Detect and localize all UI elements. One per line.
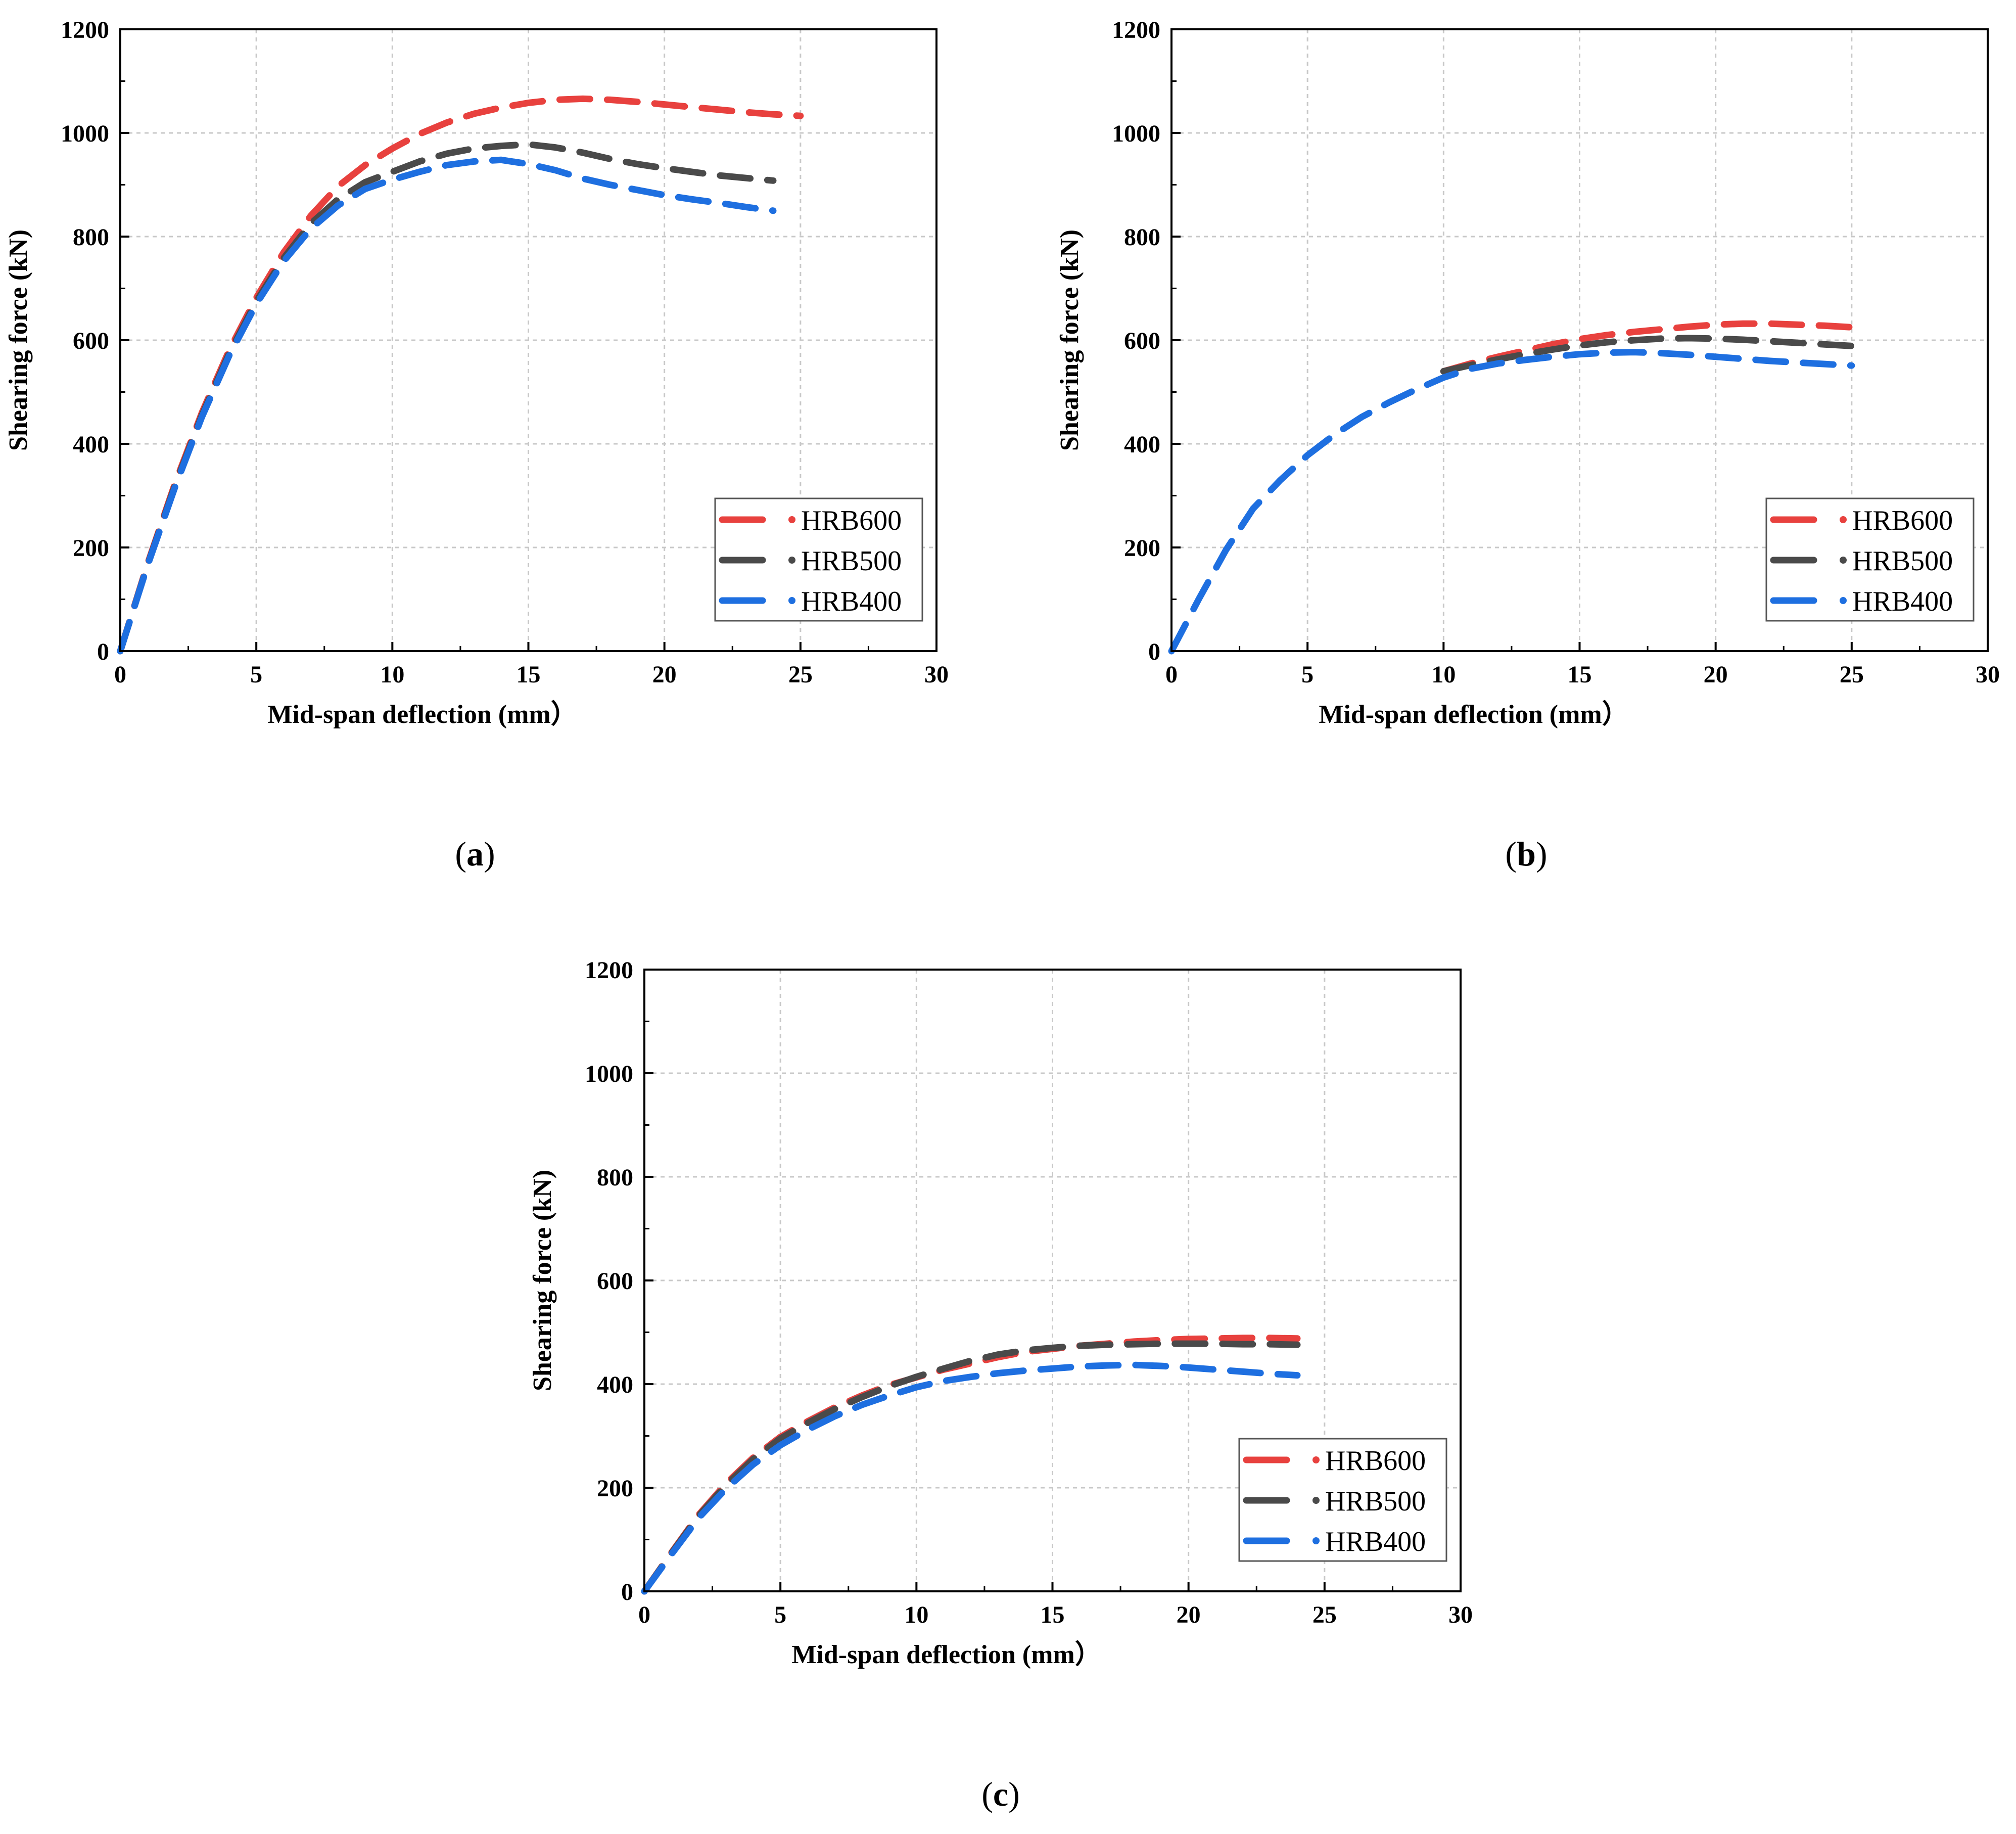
legend-label-hrb600: HRB600: [801, 505, 902, 536]
legend-label-hrb600: HRB600: [1325, 1445, 1426, 1477]
chart-panel-a: 0 5 10 15 20 25 30 0 200 400 600 800 1000 1200 Mid-spa…: [4, 17, 949, 873]
y-tick-label: 200: [597, 1475, 633, 1502]
x-tick-label: 5: [774, 1601, 786, 1628]
x-tick-label: 0: [114, 661, 126, 688]
legend-swatch-dot: [1312, 1497, 1320, 1504]
x-tick-label: 25: [1840, 661, 1864, 688]
x-tick-label: 15: [517, 661, 541, 688]
x-tick-label: 0: [1165, 661, 1178, 688]
series-line-hrb500: [641, 1340, 1301, 1595]
legend-swatch-dot: [788, 597, 795, 604]
y-tick-label: 1000: [1112, 120, 1160, 147]
y-tick-label: 1200: [1112, 17, 1160, 43]
x-tick-label: 20: [652, 661, 677, 688]
x-tick-label: 5: [250, 661, 262, 688]
x-tick-label: 20: [1704, 661, 1728, 688]
legend-label-hrb400: HRB400: [1325, 1526, 1426, 1557]
legend-swatch-dot: [1840, 516, 1847, 523]
x-tick-label: 15: [1041, 1601, 1065, 1628]
legend-label-hrb600: HRB600: [1852, 505, 1953, 536]
y-tick-label: 1200: [585, 957, 633, 984]
caption-open-paren: (: [1505, 835, 1517, 873]
x-tick-label: 30: [924, 661, 949, 688]
legend-swatch-dot: [1840, 597, 1847, 604]
x-tick-label: 10: [1431, 661, 1456, 688]
chart-panel-c: 0 5 10 15 20 25 30 0 200 400 600 800 1000 1200 Mid-spa…: [528, 957, 1473, 1813]
legend-label-hrb400: HRB400: [801, 586, 902, 617]
y-tick-label: 1000: [585, 1061, 633, 1087]
legend-label-hrb400: HRB400: [1852, 586, 1953, 617]
series-line-hrb400: [117, 156, 777, 655]
legend: HRB600 HRB500 HRB400: [1765, 497, 1975, 622]
legend-label-hrb500: HRB500: [801, 545, 902, 577]
y-tick-label: 200: [1124, 535, 1160, 562]
legend: HRB600 HRB500 HRB400: [714, 497, 923, 622]
legend-swatch-dot: [1840, 557, 1847, 564]
panel-caption: (c): [981, 1775, 1020, 1813]
y-axis-title: Shearing force (kN): [4, 230, 33, 451]
y-axis-title: Shearing force (kN): [528, 1170, 557, 1391]
legend-swatch-dot: [1312, 1537, 1320, 1544]
legend-swatch-dot: [1312, 1456, 1320, 1463]
x-axis-title: Mid-span deflection (mm）: [267, 700, 577, 729]
x-tick-label: 10: [904, 1601, 928, 1628]
x-tick-label: 30: [1448, 1601, 1473, 1628]
caption-close-paren: ): [1536, 835, 1548, 873]
x-tick-label: 20: [1177, 1601, 1201, 1628]
x-tick-label: 15: [1568, 661, 1592, 688]
caption-open-paren: (: [455, 835, 466, 873]
legend-swatch-dot: [788, 516, 795, 523]
y-tick-label: 600: [73, 328, 109, 354]
x-tick-label: 25: [1312, 1601, 1337, 1628]
x-tick-label: 5: [1301, 661, 1314, 688]
y-tick-label: 0: [97, 638, 109, 665]
y-tick-label: 0: [621, 1579, 633, 1606]
caption-open-paren: (: [981, 1775, 993, 1813]
x-tick-label: 30: [1976, 661, 2000, 688]
x-axis-title: Mid-span deflection (mm）: [1319, 700, 1628, 729]
legend-label-hrb500: HRB500: [1852, 545, 1953, 577]
series-line-hrb400: [1168, 349, 1855, 655]
x-tick-label: 0: [638, 1601, 650, 1628]
y-tick-label: 800: [597, 1164, 633, 1191]
y-tick-label: 400: [1124, 431, 1160, 458]
y-axis-title: Shearing force (kN): [1055, 230, 1084, 451]
series-line-hrb400: [641, 1361, 1301, 1595]
y-tick-label: 800: [1124, 224, 1160, 251]
x-axis-title: Mid-span deflection (mm）: [791, 1640, 1101, 1669]
panels-root: 0 5 10 15 20 25 30020040060080010001200Mid-spa…: [4, 17, 2000, 1813]
y-tick-label: 400: [73, 431, 109, 458]
y-tick-label: 400: [597, 1371, 633, 1398]
x-tick-label: 10: [380, 661, 404, 688]
caption-letter: b: [1517, 835, 1536, 873]
series-line-hrb500: [1440, 335, 1855, 375]
y-tick-label: 1200: [61, 17, 109, 43]
series-line-hrb600: [117, 95, 804, 655]
y-tick-label: 800: [73, 224, 109, 251]
panel-caption: (a): [455, 835, 495, 873]
legend-label-hrb500: HRB500: [1325, 1486, 1426, 1517]
caption-close-paren: ): [484, 835, 495, 873]
caption-close-paren: ): [1008, 1775, 1020, 1813]
y-tick-label: 0: [1148, 638, 1160, 665]
chart-panel-b: 0 5 10 15 20 25 30 0 200 400 600 800 1000 1200 Mid-spa…: [1055, 17, 2000, 873]
panel-caption: (b): [1505, 835, 1547, 873]
caption-letter: c: [993, 1775, 1008, 1813]
y-tick-label: 1000: [61, 120, 109, 147]
x-tick-label: 25: [788, 661, 813, 688]
caption-letter: a: [466, 835, 484, 873]
legend: HRB600 HRB500 HRB400: [1238, 1438, 1447, 1562]
y-tick-label: 600: [597, 1268, 633, 1295]
y-tick-label: 600: [1124, 328, 1160, 354]
legend-swatch-dot: [788, 557, 795, 564]
y-tick-label: 200: [73, 535, 109, 562]
